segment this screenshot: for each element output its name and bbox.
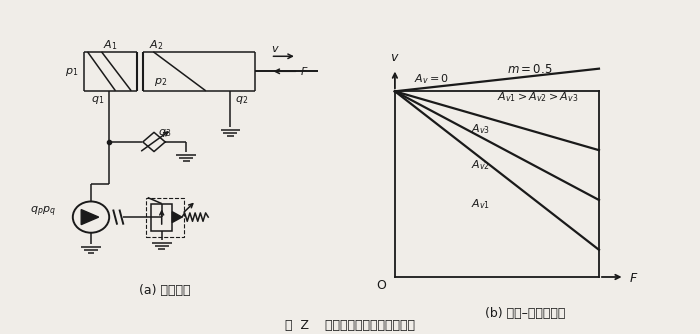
Text: $A_{v2}$: $A_{v2}$ (471, 158, 491, 172)
Text: 图  Z    节流阀的旁路节流调速回路: 图 Z 节流阀的旁路节流调速回路 (285, 319, 415, 332)
Text: $A_{v3}$: $A_{v3}$ (471, 122, 491, 136)
Bar (151, 203, 172, 230)
Text: O: O (376, 280, 386, 293)
Text: (a) 调速回路: (a) 调速回路 (139, 284, 190, 297)
Text: v: v (390, 51, 398, 64)
Polygon shape (81, 210, 99, 224)
Text: $q_p p_q$: $q_p p_q$ (29, 205, 56, 219)
Text: v: v (272, 44, 278, 54)
Text: $p_2$: $p_2$ (154, 76, 167, 88)
Text: F: F (629, 272, 637, 285)
Text: (b) 速度–负载特性图: (b) 速度–负载特性图 (485, 307, 565, 320)
Text: $m=0.5$: $m=0.5$ (507, 63, 552, 76)
Text: $q_1$: $q_1$ (91, 94, 104, 106)
Polygon shape (172, 212, 182, 222)
Text: $A_{v1}$: $A_{v1}$ (471, 197, 491, 211)
Text: $A_{v1}>A_{v2}>A_{v3}$: $A_{v1}>A_{v2}>A_{v3}$ (497, 91, 578, 104)
Text: $q_3$: $q_3$ (158, 127, 171, 139)
Text: $A_v=0$: $A_v=0$ (414, 72, 449, 86)
Text: $A_1$: $A_1$ (104, 38, 118, 52)
Text: $p_1$: $p_1$ (64, 66, 78, 78)
Text: $q_2$: $q_2$ (234, 94, 248, 106)
Bar (146, 197, 185, 236)
Text: F: F (300, 67, 307, 77)
Text: $A_2$: $A_2$ (148, 38, 163, 52)
